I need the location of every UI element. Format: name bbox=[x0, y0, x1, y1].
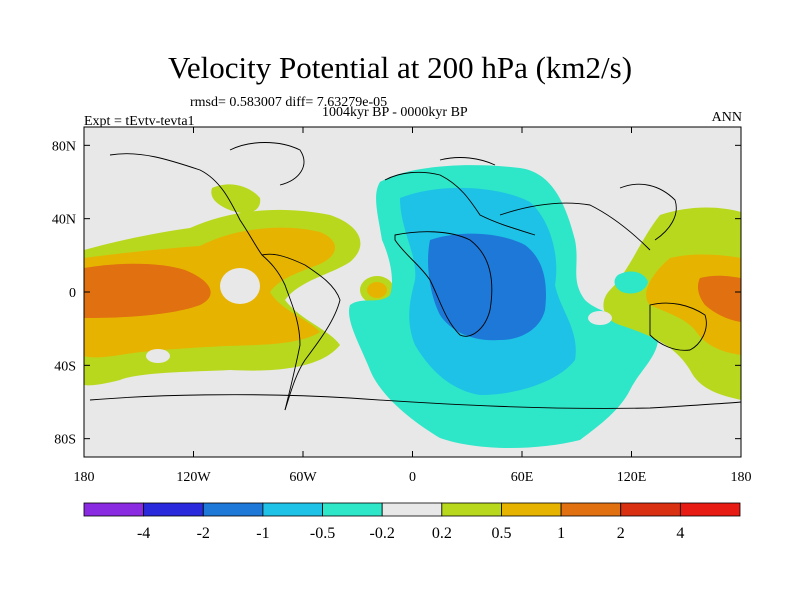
x-tick-label: 60W bbox=[289, 470, 317, 485]
indian-ocean-gap bbox=[588, 311, 612, 325]
colorbar-swatch bbox=[83, 502, 145, 517]
colorbar-swatch bbox=[322, 502, 383, 517]
colorbar-label: -0.5 bbox=[310, 525, 335, 542]
colorbar-label: -4 bbox=[137, 525, 150, 542]
y-tick-label: 80S bbox=[54, 433, 76, 448]
axes: 180 120W 60W 0 60E 120E 180 80N 40N 0 40S 80S bbox=[52, 127, 752, 485]
west-pacific-strong bbox=[697, 275, 741, 322]
west-africa-positive-core bbox=[367, 282, 387, 298]
y-tick-label: 80N bbox=[52, 139, 76, 154]
x-tick-label: 0 bbox=[409, 470, 416, 485]
y-tick-label: 0 bbox=[69, 286, 76, 301]
colorbar-label: 0.5 bbox=[491, 525, 511, 542]
pacific-west-strong bbox=[84, 263, 211, 318]
chart-title: Velocity Potential at 200 hPa (km2/s) bbox=[167, 50, 633, 85]
x-tick-label: 120E bbox=[617, 470, 647, 485]
colorbar-label: 1 bbox=[557, 525, 565, 542]
colorbar-label: 0.2 bbox=[432, 525, 452, 542]
indonesia-negative bbox=[614, 271, 648, 294]
colorbar-swatch bbox=[501, 502, 562, 517]
pacific-gap bbox=[146, 349, 170, 363]
y-tick-label: 40S bbox=[54, 359, 76, 374]
colorbar-label: -2 bbox=[197, 525, 210, 542]
x-tick-label: 120W bbox=[176, 470, 211, 485]
x-tick-label: 180 bbox=[731, 470, 752, 485]
colorbar-swatch bbox=[560, 502, 622, 517]
pacific-gap2 bbox=[220, 268, 260, 304]
map-area bbox=[84, 127, 741, 457]
experiment-label: Expt = tEvtv-tevta1 bbox=[84, 114, 195, 129]
colorbar-swatch bbox=[441, 502, 502, 517]
x-tick-label: 180 bbox=[74, 470, 95, 485]
chart-subtitle: rmsd= 0.583007 diff= 7.63279e-05 bbox=[190, 95, 388, 110]
colorbar: -4 -2 -1 -0.5 -0.2 0.2 0.5 1 2 4 bbox=[83, 502, 741, 542]
colorbar-label: 4 bbox=[676, 525, 684, 542]
y-tick-label: 40N bbox=[52, 213, 76, 228]
colorbar-label: -0.2 bbox=[370, 525, 395, 542]
colorbar-swatch bbox=[143, 502, 204, 517]
colorbar-swatch bbox=[381, 502, 443, 517]
africa-negative-core bbox=[428, 233, 546, 341]
colorbar-label: 2 bbox=[617, 525, 625, 542]
season-label: ANN bbox=[711, 110, 742, 125]
colorbar-swatch bbox=[679, 502, 741, 517]
coastlines bbox=[89, 142, 741, 411]
colorbar-swatch bbox=[202, 502, 264, 517]
colorbar-label: -1 bbox=[256, 525, 269, 542]
chart-period: 1004kyr BP - 0000kyr BP bbox=[322, 105, 468, 120]
colorbar-swatch bbox=[620, 502, 681, 517]
x-tick-label: 60E bbox=[511, 470, 534, 485]
colorbar-swatch bbox=[262, 502, 323, 517]
